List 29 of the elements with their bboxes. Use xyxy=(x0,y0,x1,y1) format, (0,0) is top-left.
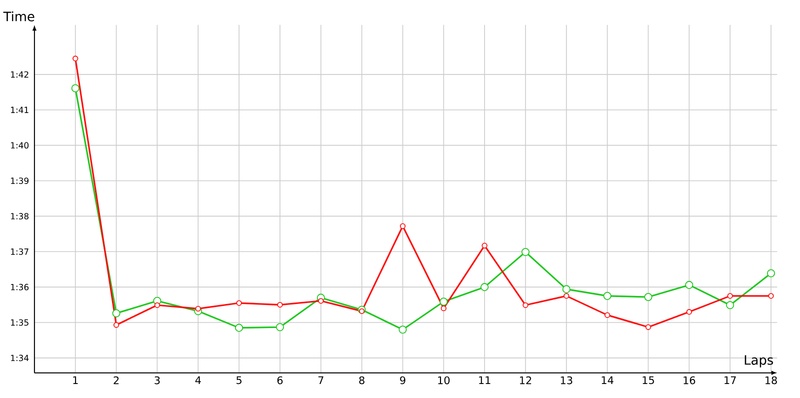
x-tick-label: 9 xyxy=(400,376,406,384)
x-tick-label: 18 xyxy=(766,376,777,384)
y-tick-label: 1:34 xyxy=(11,354,29,362)
y-tick-label: 1:37 xyxy=(11,248,28,255)
y-tick-label: 1:35 xyxy=(11,319,28,326)
y-tick-label: 1:39 xyxy=(11,178,28,184)
x-tick-label: 5 xyxy=(236,376,242,384)
x-tick-label: 16 xyxy=(684,376,696,384)
x-tick-label: 7 xyxy=(318,376,324,384)
x-tick-label: 11 xyxy=(479,376,490,384)
y-tick-label: 1:42 xyxy=(11,71,28,78)
y-tick-label: 1:40 xyxy=(11,142,29,149)
x-tick-label: 12 xyxy=(520,376,532,384)
x-tick-label: 14 xyxy=(602,376,614,384)
x-axis-title: Laps xyxy=(744,355,774,368)
x-tick-label: 10 xyxy=(438,376,450,384)
x-tick-label: 1 xyxy=(73,376,78,384)
y-tick-label: 1:36 xyxy=(11,284,29,290)
x-tick-label: 17 xyxy=(724,376,736,384)
y-tick-label: 1:38 xyxy=(11,213,29,220)
y-tick-label: 1:41 xyxy=(11,106,28,114)
y-axis-title: Time xyxy=(3,12,34,22)
x-tick-label: 15 xyxy=(642,376,654,384)
x-tick-label: 8 xyxy=(359,376,364,384)
x-tick-label: 6 xyxy=(277,376,283,384)
x-tick-label: 3 xyxy=(154,376,160,384)
x-tick-label: 4 xyxy=(195,376,201,384)
x-tick-label: 13 xyxy=(560,376,572,384)
x-tick-label: 2 xyxy=(114,376,119,384)
